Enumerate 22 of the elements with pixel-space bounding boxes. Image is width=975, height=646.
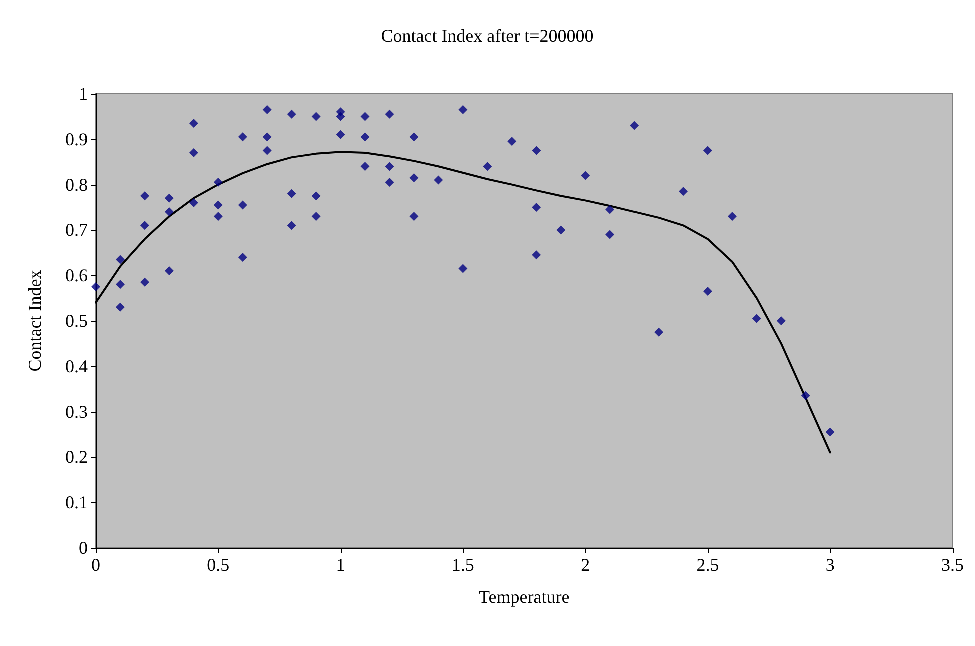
y-tick-label: 0.2	[66, 447, 88, 468]
x-tick-label: 0.5	[207, 555, 230, 575]
x-tick-label: 2	[581, 555, 590, 575]
x-tick-label: 0	[92, 555, 100, 575]
y-tick-label: 0.5	[66, 311, 88, 331]
y-tick-label: 0.6	[66, 266, 88, 286]
y-tick-label: 0	[79, 538, 88, 558]
x-tick-label: 1.5	[452, 555, 474, 575]
y-tick-label: 0.1	[66, 492, 88, 513]
x-tick-label: 3	[826, 555, 835, 575]
x-tick-label: 2.5	[696, 555, 720, 575]
y-tick-label: 0.4	[66, 356, 88, 376]
x-axis-title: Temperature	[479, 587, 570, 607]
chart-title: Contact Index after t=200000	[381, 26, 594, 46]
x-tick-label: 3.5	[942, 555, 964, 575]
x-tick-label: 1	[336, 555, 346, 575]
y-tick-label: 1	[79, 84, 88, 104]
y-tick-label: 0.8	[66, 174, 88, 195]
y-tick-label: 0.9	[66, 129, 88, 150]
y-axis-title: Contact Index	[25, 270, 45, 372]
y-tick-label: 0.7	[66, 220, 88, 240]
y-tick-label: 0.3	[66, 402, 88, 422]
